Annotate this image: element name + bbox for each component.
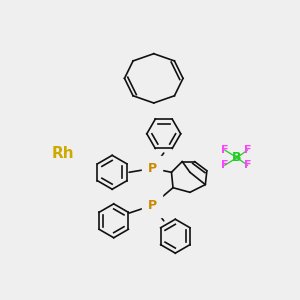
Text: F: F	[221, 160, 228, 170]
Text: F: F	[244, 145, 251, 155]
Text: P: P	[148, 199, 157, 212]
Text: B: B	[232, 151, 242, 164]
Text: Rh: Rh	[52, 146, 75, 161]
Text: P: P	[148, 162, 157, 175]
Text: F: F	[244, 160, 251, 170]
Text: F: F	[221, 145, 228, 155]
